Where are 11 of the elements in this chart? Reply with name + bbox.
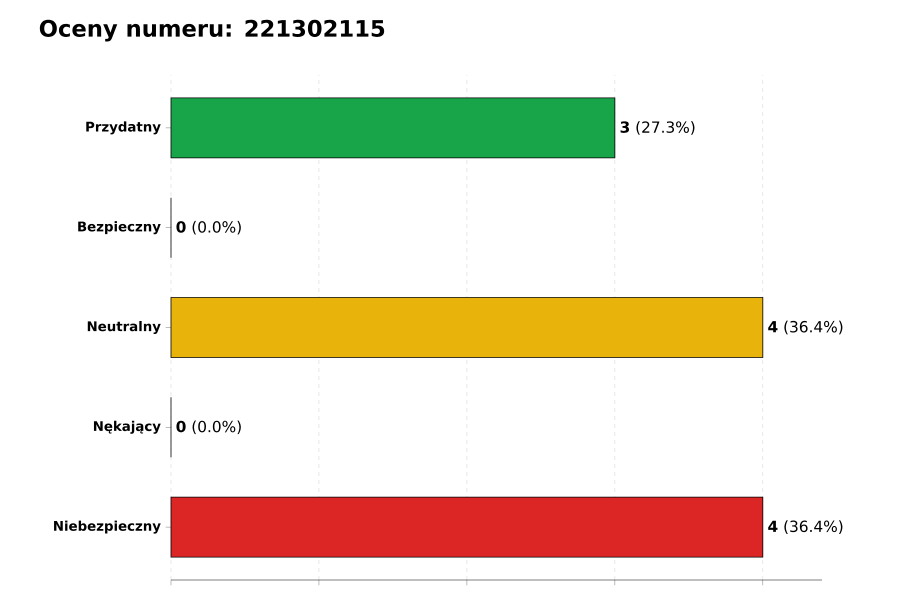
data-label: 0 (0.0%) [176, 220, 241, 235]
y-tick-label: Neutralny [88, 320, 161, 334]
y-tick-label: Przydatny [86, 121, 161, 134]
y-tick-label: Bezpieczny [78, 221, 161, 234]
y-tick-label: Niebezpieczny [54, 520, 161, 534]
data-label: 4 (36.4%) [768, 520, 842, 534]
y-tick-label: Nękający [94, 420, 161, 434]
data-label: 3 (27.3%) [620, 121, 694, 135]
data-label: 0 (0.0%) [176, 420, 241, 434]
data-label: 4 (36.4%) [768, 320, 842, 334]
chart-title: Oceny numeru: 221302115 [40, 20, 384, 42]
